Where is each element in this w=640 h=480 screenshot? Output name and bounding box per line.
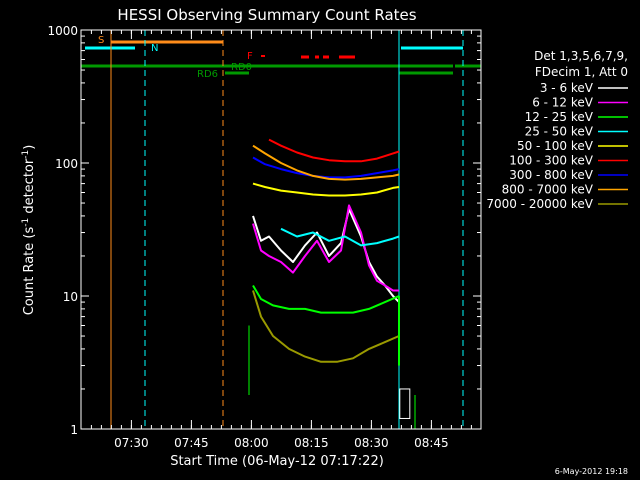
legend-item-label: 7000 - 20000 keV <box>486 197 593 211</box>
series-line-3 <box>280 227 400 247</box>
legend-item-label: 300 - 800 keV <box>509 168 593 182</box>
legend-item-label: 25 - 50 keV <box>525 125 594 139</box>
legend-item-label: 100 - 300 keV <box>509 154 593 168</box>
series-line-2 <box>252 284 400 314</box>
x-tick-label: 07:30 <box>114 436 149 450</box>
legend-item-label: 800 - 7000 keV <box>502 183 594 197</box>
legend-item-label: 3 - 6 keV <box>540 81 594 95</box>
legend-item-label: 6 - 12 keV <box>532 96 594 110</box>
x-tick-label: 08:00 <box>234 436 269 450</box>
y-tick-label: 1000 <box>47 24 78 38</box>
rd6-flag-label: RD6 <box>197 69 218 80</box>
series-line-0 <box>252 208 400 303</box>
rd0-flag-label: RD0 <box>231 62 252 73</box>
night-flag-label: N <box>151 43 158 54</box>
series-line-7 <box>252 144 400 181</box>
legend-item-label: 50 - 100 keV <box>517 139 594 153</box>
y-tick-label: 1 <box>70 423 78 437</box>
series-line-4 <box>252 182 400 197</box>
x-axis-label: Start Time (06-May-12 07:17:22) <box>170 454 384 469</box>
x-tick-label: 07:45 <box>174 436 209 450</box>
legend-header-line-2: FDecim 1, Att 0 <box>535 65 628 79</box>
y-tick-label: 100 <box>55 157 78 171</box>
y-axis-label: Count Rate (s-1 detector-1) <box>21 145 37 316</box>
legend-header-line-1: Det 1,3,5,6,7,9, <box>534 49 628 63</box>
timestamp: 6-May-2012 19:18 <box>555 467 628 476</box>
chart-title: HESSI Observing Summary Count Rates <box>117 6 416 24</box>
series-line-5 <box>268 138 400 163</box>
x-tick-label: 08:30 <box>354 436 389 450</box>
x-tick-label: 08:15 <box>294 436 329 450</box>
series-line-1 <box>252 204 399 292</box>
series-line-6 <box>252 156 400 179</box>
legend-item-label: 12 - 25 keV <box>525 110 594 124</box>
saa-flag-label: S <box>98 35 104 46</box>
series-tail-3-6 <box>399 388 411 419</box>
flare-flag-label: F <box>247 51 253 62</box>
y-tick-label: 10 <box>63 290 78 304</box>
series-line-8 <box>252 290 400 363</box>
x-tick-label: 08:45 <box>414 436 449 450</box>
